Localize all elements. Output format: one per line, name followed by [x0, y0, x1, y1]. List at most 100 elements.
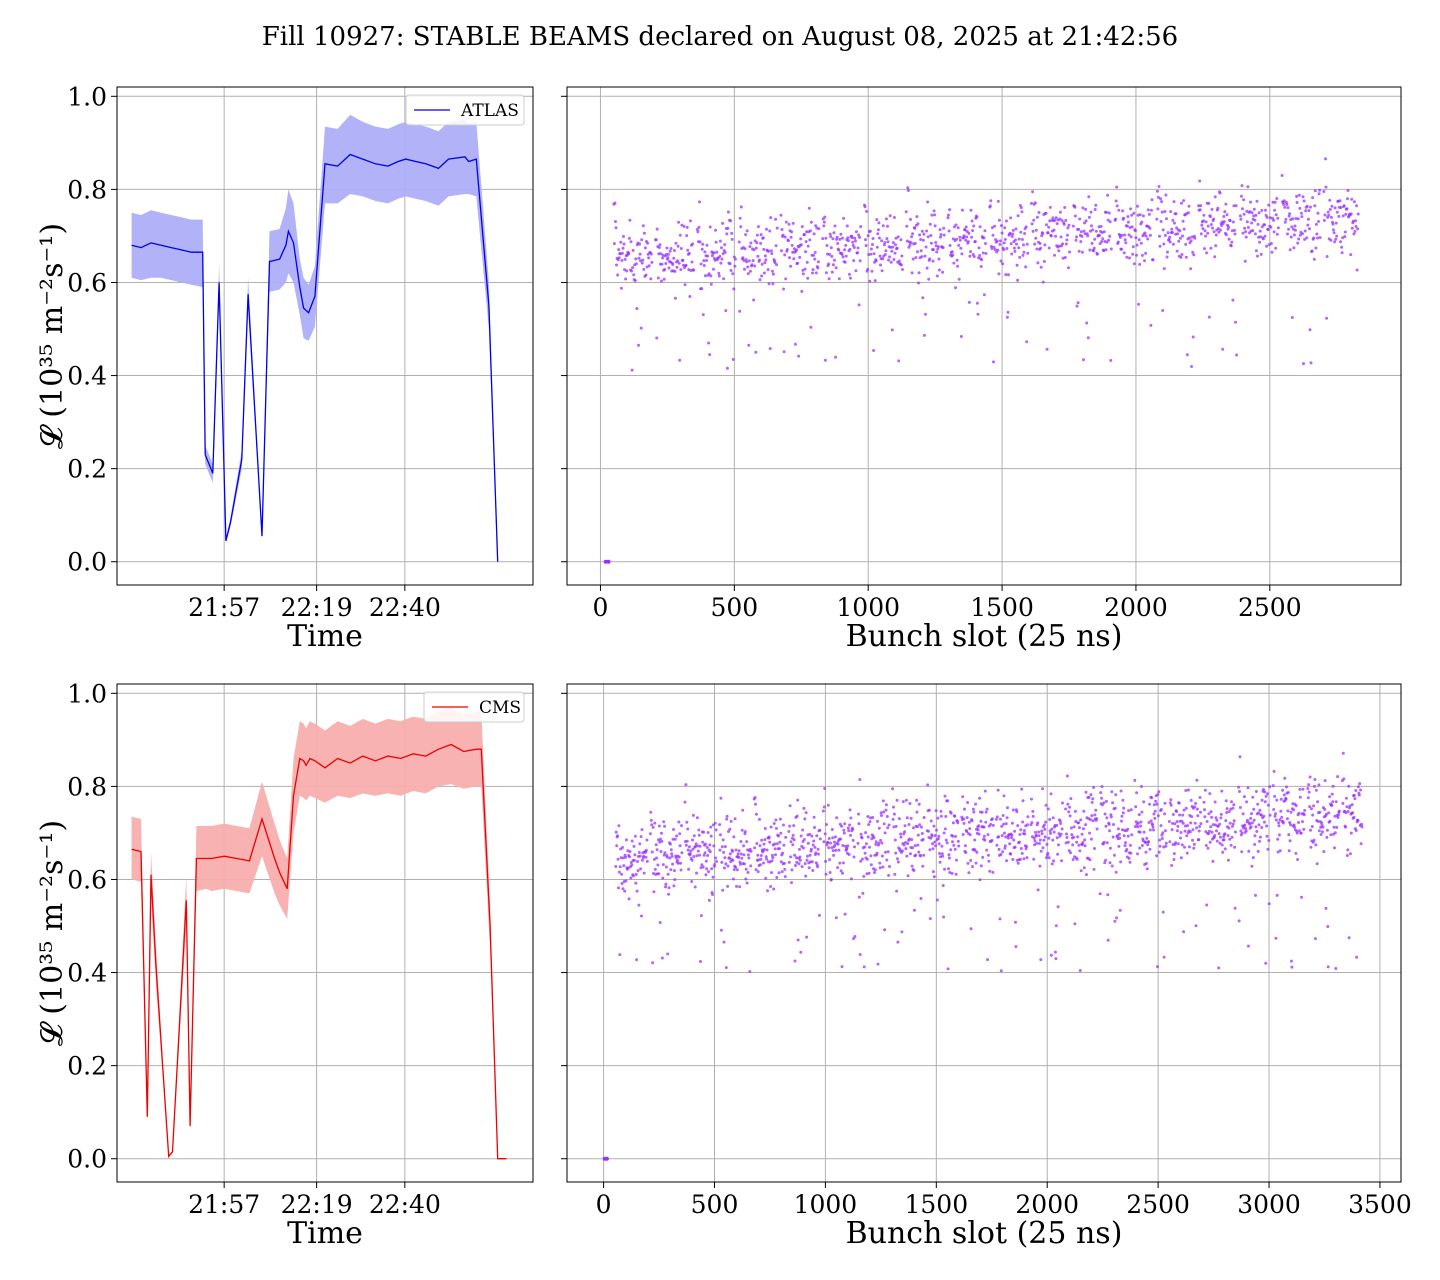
bunch-point [1327, 213, 1331, 217]
bunch-point [1182, 930, 1186, 934]
bunch-point [707, 341, 711, 345]
bunch-point [1142, 800, 1146, 804]
bunch-point [830, 828, 834, 831]
bunch-point [1192, 842, 1196, 846]
bunch-point [940, 852, 944, 856]
bunch-point [826, 803, 830, 807]
bunch-point [842, 831, 846, 835]
bunch-point [1275, 798, 1279, 802]
bunch-point [1038, 864, 1042, 868]
bunch-point [664, 262, 668, 265]
bunch-point [1200, 223, 1204, 227]
bunch-point [1222, 215, 1226, 218]
bunch-point [916, 222, 920, 226]
bunch-point [786, 239, 790, 243]
bunch-point [798, 255, 802, 259]
bunch-point [1290, 225, 1294, 229]
bunch-point [1323, 779, 1327, 783]
bunch-point [696, 849, 700, 853]
bunch-point [615, 844, 619, 848]
bunch-point [915, 810, 919, 814]
bunch-point [1051, 816, 1055, 820]
bunch-point [1207, 201, 1211, 205]
bunch-point [688, 852, 692, 856]
bunch-point [979, 819, 983, 823]
x-tick-label: 0 [593, 593, 609, 622]
bunch-point [1014, 238, 1017, 242]
bunch-point [660, 262, 664, 266]
bunch-point [881, 224, 885, 228]
bunch-point [1224, 799, 1228, 803]
bunch-point [1011, 858, 1015, 861]
bunch-point [1209, 810, 1213, 814]
bunch-point [1295, 194, 1299, 198]
bunch-point [1273, 814, 1277, 818]
bunch-point [1165, 255, 1169, 259]
bunch-point [892, 805, 895, 809]
bunch-point [1005, 247, 1009, 250]
bunch-point [1048, 818, 1052, 821]
bunch-point [1003, 844, 1007, 848]
bunch-point [737, 849, 741, 853]
bunch-point [663, 824, 667, 828]
bunch-point [1245, 800, 1249, 804]
bunch-point [667, 886, 671, 890]
bunch-point [1204, 220, 1208, 224]
bunch-point [717, 274, 721, 278]
bunch-point [733, 257, 737, 261]
bunch-point [1158, 838, 1162, 842]
bunch-point [1091, 819, 1095, 823]
bunch-point [1005, 816, 1009, 820]
bunch-point [1333, 831, 1337, 835]
bunch-point [906, 186, 910, 190]
bunch-point [937, 834, 941, 838]
bunch-point [835, 235, 839, 239]
bunch-point [799, 243, 803, 247]
bunch-point [910, 235, 914, 239]
bunch-point [1229, 843, 1233, 847]
bunch-point [1297, 811, 1301, 815]
bunch-point [973, 838, 977, 842]
bunch-point [777, 871, 781, 875]
bunch-point [909, 816, 913, 820]
bunch-point [723, 866, 726, 870]
bunch-point [1132, 211, 1136, 215]
bunch-point [1345, 805, 1349, 809]
bunch-point [788, 824, 792, 828]
bunch-point [1031, 229, 1035, 233]
bunch-point [731, 849, 734, 853]
bunch-point [831, 263, 835, 267]
bunch-point [1087, 795, 1091, 799]
bunch-point [1053, 218, 1057, 222]
bunch-point [1132, 262, 1136, 266]
bunch-point [1002, 822, 1005, 826]
bunch-point [977, 832, 981, 836]
bunch-point [926, 235, 930, 239]
bunch-point [1273, 208, 1277, 212]
bunch-point [1230, 824, 1234, 828]
bunch-point [1344, 212, 1348, 216]
bunch-point [1349, 831, 1353, 835]
bunch-point [1122, 216, 1126, 220]
bunch-point [798, 855, 802, 859]
bunch-point [853, 239, 857, 243]
bunch-point [917, 271, 921, 275]
bunch-point [731, 877, 735, 881]
bunch-point [1143, 259, 1146, 263]
bunch-point [784, 220, 788, 224]
bunch-point [1031, 190, 1035, 194]
bunch-point [906, 842, 910, 846]
bunch-point [782, 861, 786, 865]
bunch-point [779, 213, 783, 217]
bunch-point [1313, 937, 1317, 941]
bunch-point [1115, 204, 1119, 208]
bunch-point [920, 832, 924, 835]
bunch-point [1270, 250, 1274, 254]
bunch-point [1140, 785, 1143, 788]
bunch-point [937, 842, 941, 846]
bunch-point [1298, 795, 1302, 799]
bunch-point [614, 865, 618, 868]
bunch-point [712, 251, 716, 255]
bunch-point [672, 869, 676, 873]
bunch-point [1183, 829, 1187, 833]
